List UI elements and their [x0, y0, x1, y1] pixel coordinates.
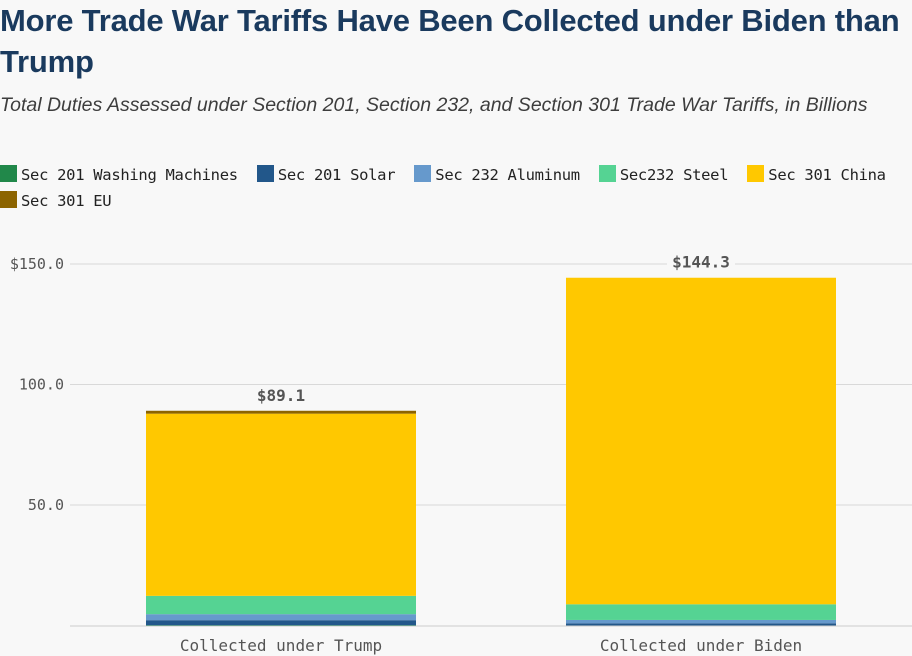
bar-segment [146, 620, 416, 626]
legend-swatch [0, 165, 17, 182]
legend-label: Sec 232 Aluminum [435, 166, 580, 184]
total-label-bg [667, 252, 735, 273]
legend-label: Sec 301 EU [21, 192, 112, 210]
legend-swatch [256, 165, 274, 182]
x-category-label: Collected under Biden [600, 636, 802, 655]
labels: 50.0 100.0 $150.0 $89.1 Collected under Trum… [10, 252, 802, 655]
legend-label: Sec232 Steel [619, 166, 729, 184]
bar-segment [566, 623, 836, 626]
bar-segment [146, 410, 416, 414]
legend-swatch [598, 165, 616, 182]
bar-segment [146, 614, 416, 621]
legend-item: Sec 301 China [747, 165, 886, 184]
bar-segment [566, 604, 836, 620]
chart-subtitle: Total Duties Assessed under Section 201,… [0, 94, 868, 116]
legend-label: Sec 201 Washing Machines [21, 166, 238, 184]
legend: Sec 201 Washing Machines Sec 201 Solar S… [0, 162, 912, 214]
legend-item: Sec 301 EU [0, 191, 112, 210]
legend-swatch [414, 165, 432, 182]
legend-swatch [747, 165, 765, 182]
legend-label: Sec 201 Solar [277, 166, 396, 184]
chart-title: More Trade War Tariffs Have Been Collect… [0, 3, 900, 79]
bar-segment [566, 619, 836, 624]
bars [146, 277, 836, 626]
y-tick-label: 50.0 [28, 496, 64, 514]
legend-swatch [0, 191, 17, 208]
legend-item: Sec 201 Washing Machines [0, 165, 238, 184]
bar-segment [146, 595, 416, 615]
bar-segment [146, 625, 416, 626]
legend-item: Sec 201 Solar [256, 165, 396, 184]
x-category-label: Collected under Trump [180, 636, 382, 655]
y-tick-label: 100.0 [19, 376, 64, 394]
bar-segment [146, 413, 416, 596]
bar-segment [566, 277, 836, 605]
total-label: $89.1 [257, 386, 305, 405]
legend-item: Sec 232 Aluminum [414, 165, 580, 184]
y-tick-label: $150.0 [10, 255, 64, 273]
legend-label: Sec 301 China [768, 166, 886, 184]
total-label-bg [252, 385, 310, 406]
legend-item: Sec232 Steel [598, 165, 729, 184]
total-label: $144.3 [672, 253, 730, 272]
